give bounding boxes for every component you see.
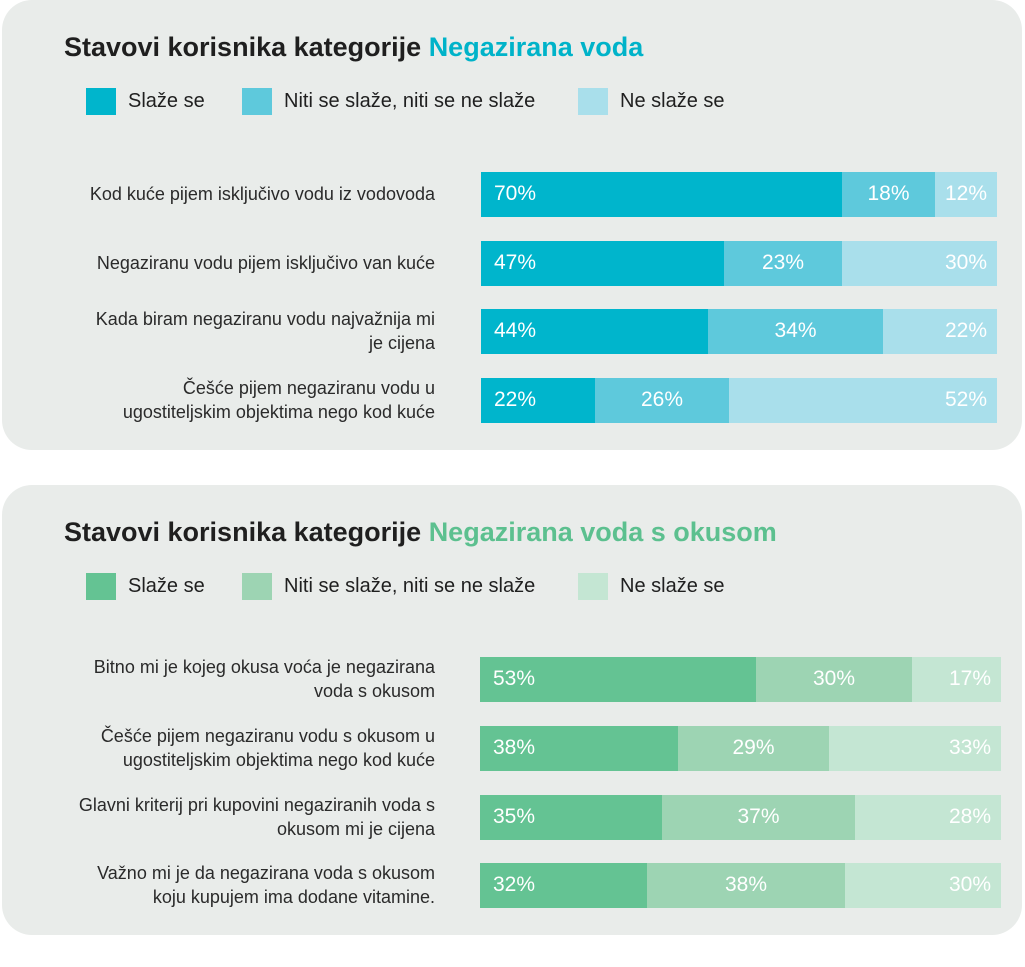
data-label: 30% (948, 873, 991, 896)
data-label: 52% (944, 388, 987, 411)
data-label: 38% (724, 873, 768, 896)
bar-segment: 52% (729, 378, 997, 423)
data-label: 17% (948, 667, 991, 690)
bar-segment: 34% (708, 309, 883, 354)
data-label: 26% (640, 388, 684, 411)
data-label: 53% (493, 667, 536, 690)
legend-label: Niti se slaže, niti se ne slaže (284, 90, 536, 112)
data-label: 70% (494, 182, 537, 205)
legend-label: Niti se slaže, niti se ne slaže (284, 575, 536, 597)
legend-swatch (86, 573, 116, 600)
row-label: Češće pijem negaziranu vodu u ugostiteljs… (122, 377, 435, 422)
data-label: 38% (493, 736, 536, 759)
bar-segment: 47% (481, 241, 724, 286)
row-label: Važno mi je da negazirana voda s okusom k… (97, 862, 435, 907)
stacked-bar: 70% 18% 12% (481, 172, 997, 217)
bar-segment: 30% (756, 657, 912, 702)
bar-segment: 26% (595, 378, 729, 423)
legend-swatch (578, 573, 608, 600)
row-label: Bitno mi je kojeg okusa voća je negazira… (93, 656, 435, 701)
stacked-bar: 47% 23% 30% (481, 241, 997, 286)
bar-segment: 30% (842, 241, 997, 286)
row-label: Kada biram negaziranu vodu najvažnija mi… (95, 308, 435, 353)
data-label: 23% (761, 251, 805, 274)
data-label: 44% (494, 319, 537, 342)
chart-title: Stavovi korisnika kategorije Negazirana … (64, 32, 643, 63)
legend-swatch (242, 88, 272, 115)
bar-segment: 17% (912, 657, 1001, 702)
row-label: Glavni kriterij pri kupovini negaziranih… (78, 794, 435, 839)
bar-segment: 28% (855, 795, 1001, 840)
data-label: 29% (732, 736, 775, 759)
bar-segment: 44% (481, 309, 708, 354)
row-label: Češće pijem negaziranu vodu s okusom u ug… (100, 725, 435, 770)
data-label: 22% (494, 388, 537, 411)
data-label: 32% (493, 873, 536, 896)
bar-segment: 53% (480, 657, 756, 702)
legend-swatch (242, 573, 272, 600)
row-label: Negaziranu vodu pijem isključivo van kuć… (96, 252, 435, 273)
bar-segment: 29% (678, 726, 829, 771)
bar-segment: 30% (845, 863, 1001, 908)
chart-title-prefix: Stavovi korisnika kategorije (64, 517, 422, 547)
panel-negazirana-voda: Stavovi korisnika kategorije Negazirana … (2, 0, 1022, 450)
legend-swatch (578, 88, 608, 115)
data-label: 34% (774, 319, 817, 342)
stacked-bar: 32% 38% 30% (480, 863, 1001, 908)
chart-rows: Kod kuće pijem isključivo vodu iz vodovo… (2, 0, 1022, 450)
row-label: Kod kuće pijem isključivo vodu iz vodovo… (89, 183, 435, 204)
stacked-bar: 35% 37% 28% (480, 795, 1001, 840)
chart-title-highlight: Negazirana voda (428, 32, 644, 62)
stacked-bar: 44% 34% 22% (481, 309, 997, 354)
legend-label: Slaže se (128, 90, 205, 112)
bar-segment: 37% (662, 795, 855, 840)
data-label: 30% (944, 251, 987, 274)
bar-segment: 12% (935, 172, 997, 217)
data-label: 18% (867, 182, 910, 205)
bar-segment: 38% (647, 863, 845, 908)
bar-segment: 35% (480, 795, 662, 840)
bar-segment: 23% (724, 241, 842, 286)
chart-title: Stavovi korisnika kategorije Negazirana … (64, 517, 777, 548)
chart-rows: Bitno mi je kojeg okusa voća je negazira… (2, 485, 1022, 935)
legend-label: Ne slaže se (620, 90, 725, 112)
legend-swatch (86, 88, 116, 115)
bar-segment: 33% (829, 726, 1001, 771)
stacked-bar: 53% 30% 17% (480, 657, 1001, 702)
bar-segment: 38% (480, 726, 678, 771)
data-label: 35% (493, 805, 536, 828)
bar-segment: 32% (480, 863, 647, 908)
stacked-bar: 22% 26% 52% (481, 378, 997, 423)
legend-label: Slaže se (128, 575, 205, 597)
data-label: 12% (944, 182, 987, 205)
bar-segment: 18% (842, 172, 935, 217)
bar-segment: 70% (481, 172, 842, 217)
chart-title-highlight: Negazirana voda s okusom (428, 517, 777, 547)
data-label: 47% (494, 251, 537, 274)
data-label: 37% (737, 805, 780, 828)
data-label: 28% (948, 805, 991, 828)
bar-segment: 22% (481, 378, 595, 423)
chart-title-prefix: Stavovi korisnika kategorije (64, 32, 422, 62)
legend-label: Ne slaže se (620, 575, 725, 597)
stacked-bar: 38% 29% 33% (480, 726, 1001, 771)
bar-segment: 22% (883, 309, 997, 354)
panel-negazirana-voda-s-okusom: Stavovi korisnika kategorije Negazirana … (2, 485, 1022, 935)
data-label: 33% (948, 736, 991, 759)
data-label: 22% (944, 319, 987, 342)
data-label: 30% (812, 667, 856, 690)
